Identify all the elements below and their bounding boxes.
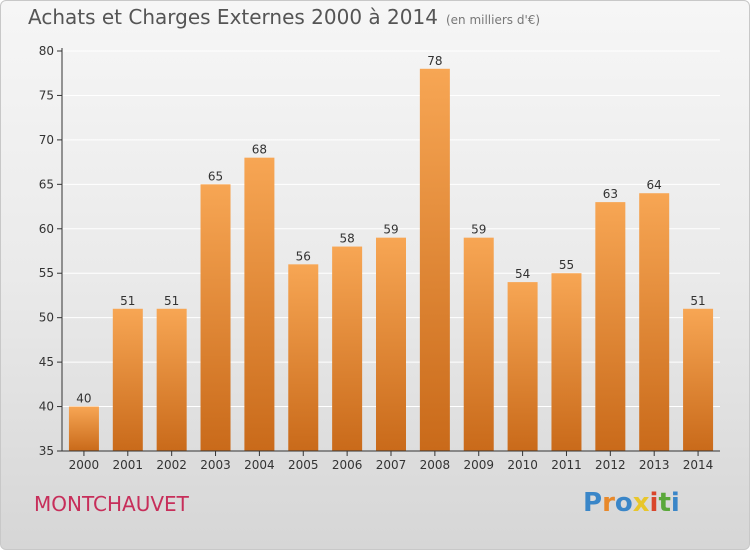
logo-letter: o bbox=[614, 488, 633, 518]
x-tick-label: 2014 bbox=[683, 458, 714, 472]
logo-letter: i bbox=[670, 488, 680, 518]
x-tick-label: 2009 bbox=[463, 458, 494, 472]
axes bbox=[57, 48, 720, 456]
commune-name: MONTCHAUVET bbox=[34, 492, 189, 516]
logo-letter: i bbox=[649, 488, 659, 518]
y-tick-label: 80 bbox=[39, 44, 54, 58]
chart-title-block: Achats et Charges Externes 2000 à 2014 (e… bbox=[28, 5, 540, 29]
data-label: 64 bbox=[647, 178, 662, 192]
bar-2003 bbox=[200, 184, 231, 452]
x-tick-label: 2003 bbox=[200, 458, 231, 472]
bar-2001 bbox=[112, 308, 143, 451]
data-label: 51 bbox=[120, 294, 135, 308]
bar-2010 bbox=[507, 282, 538, 451]
y-tick-label: 55 bbox=[39, 266, 54, 280]
data-label: 63 bbox=[603, 187, 618, 201]
labels: 35 40 45 50 55 60 65 70 75 80 40 2000 51 2001 51 2002 65… bbox=[39, 44, 714, 472]
data-label: 78 bbox=[427, 54, 442, 68]
chart-subtitle: (en milliers d'€) bbox=[445, 13, 541, 27]
x-tick-label: 2001 bbox=[113, 458, 144, 472]
x-tick-label: 2011 bbox=[551, 458, 582, 472]
x-tick-label: 2006 bbox=[332, 458, 363, 472]
bar-2004 bbox=[244, 157, 275, 451]
proxiti-logo: Proxiti bbox=[583, 488, 680, 518]
data-label: 51 bbox=[164, 294, 179, 308]
x-tick-label: 2008 bbox=[420, 458, 451, 472]
chart-title: Achats et Charges Externes 2000 à 2014 bbox=[28, 5, 438, 29]
bar-2002 bbox=[156, 308, 187, 451]
y-tick-label: 45 bbox=[39, 355, 54, 369]
bar-2005 bbox=[288, 264, 319, 451]
bar-2009 bbox=[463, 237, 494, 451]
data-label: 55 bbox=[559, 258, 574, 272]
bar-2007 bbox=[376, 237, 406, 451]
x-tick-label: 2005 bbox=[288, 458, 319, 472]
x-tick-label: 2013 bbox=[639, 458, 670, 472]
x-tick-label: 2004 bbox=[244, 458, 275, 472]
data-label: 51 bbox=[690, 294, 705, 308]
data-label: 59 bbox=[471, 223, 486, 237]
logo-letter: x bbox=[632, 488, 650, 518]
y-tick-label: 40 bbox=[39, 400, 54, 414]
bar-2000 bbox=[68, 406, 99, 451]
bar-2014 bbox=[683, 308, 714, 451]
x-tick-label: 2010 bbox=[507, 458, 538, 472]
bar-2012 bbox=[595, 202, 626, 451]
y-tick-label: 65 bbox=[39, 177, 54, 191]
data-label: 68 bbox=[252, 143, 267, 157]
data-label: 58 bbox=[339, 232, 354, 246]
x-tick-label: 2007 bbox=[376, 458, 407, 472]
data-label: 56 bbox=[296, 249, 311, 263]
logo-letter: r bbox=[602, 488, 615, 518]
logo-letter: P bbox=[583, 488, 603, 518]
bar-2011 bbox=[551, 273, 582, 451]
logo-letter: t bbox=[658, 488, 671, 518]
bar-2008 bbox=[419, 68, 450, 452]
x-tick-label: 2002 bbox=[156, 458, 187, 472]
bar-2006 bbox=[332, 246, 363, 451]
y-tick-label: 70 bbox=[39, 133, 54, 147]
bar-2013 bbox=[639, 193, 670, 451]
data-label: 59 bbox=[383, 223, 398, 237]
y-tick-label: 60 bbox=[39, 222, 54, 236]
x-tick-label: 2000 bbox=[69, 458, 100, 472]
x-tick-label: 2012 bbox=[595, 458, 626, 472]
data-label: 65 bbox=[208, 169, 223, 183]
data-label: 54 bbox=[515, 267, 530, 281]
data-label: 40 bbox=[76, 392, 91, 406]
y-tick-label: 50 bbox=[39, 311, 54, 325]
bars bbox=[68, 68, 714, 452]
y-tick-label: 75 bbox=[39, 88, 54, 102]
y-tick-label: 35 bbox=[39, 444, 54, 458]
